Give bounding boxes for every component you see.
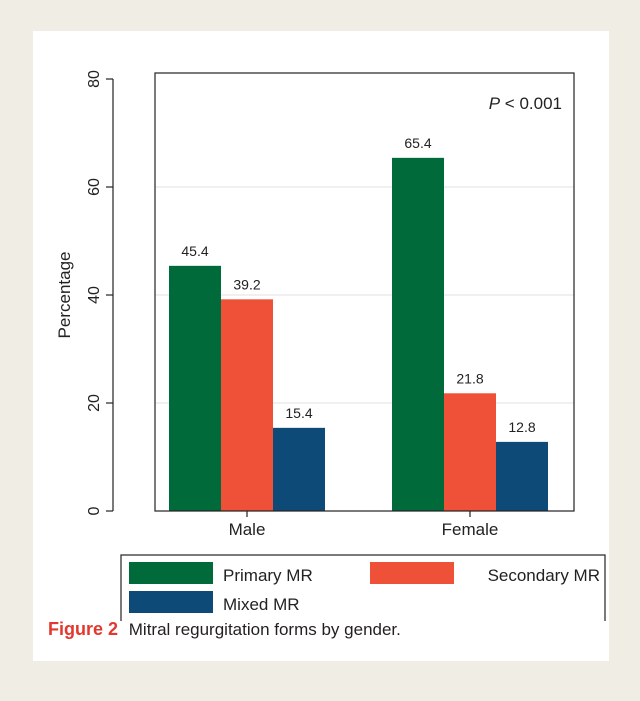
figure-label: Figure 2 — [48, 619, 119, 639]
bar — [273, 427, 325, 511]
x-tick-label: Female — [442, 520, 499, 539]
legend-swatch — [370, 562, 454, 584]
legend-swatch — [129, 591, 213, 613]
legend: Primary MR Secondary MR Mixed MR — [120, 554, 606, 621]
bar — [221, 299, 273, 511]
y-tick-label: 0 — [86, 506, 103, 515]
bar — [169, 265, 221, 511]
caption-text: Mitral regurgitation forms by gender. — [128, 620, 401, 639]
y-tick-label: 40 — [86, 286, 103, 304]
bar — [444, 393, 496, 511]
data-label: 12.8 — [508, 419, 535, 435]
legend-label: Mixed MR — [223, 595, 300, 614]
data-label: 65.4 — [404, 135, 431, 151]
figure-panel: 45.4 65.4 39.2 21.8 15.4 12.8 0 20 40 60 80 Percent… — [33, 31, 609, 661]
data-label: 45.4 — [181, 243, 208, 259]
y-tick-label: 80 — [86, 70, 103, 88]
x-tick-label: Male — [229, 520, 266, 539]
p-value-annotation: P < 0.001 — [489, 94, 562, 113]
bar-chart: 45.4 65.4 39.2 21.8 15.4 12.8 0 20 40 60 80 Percent… — [55, 70, 606, 621]
data-label: 15.4 — [285, 405, 312, 421]
data-label: 21.8 — [456, 370, 483, 386]
bar — [392, 157, 444, 511]
data-label: 39.2 — [233, 276, 260, 292]
bar — [496, 441, 548, 511]
y-axis-title: Percentage — [55, 252, 74, 339]
figure-caption: Figure 2 Mitral regurgitation forms by g… — [48, 619, 401, 640]
legend-label: Secondary MR — [488, 566, 600, 585]
legend-label: Primary MR — [223, 566, 313, 585]
plot-frame — [154, 72, 575, 512]
y-tick-label: 60 — [86, 178, 103, 196]
legend-swatch — [129, 562, 213, 584]
y-tick-label: 20 — [86, 394, 103, 412]
